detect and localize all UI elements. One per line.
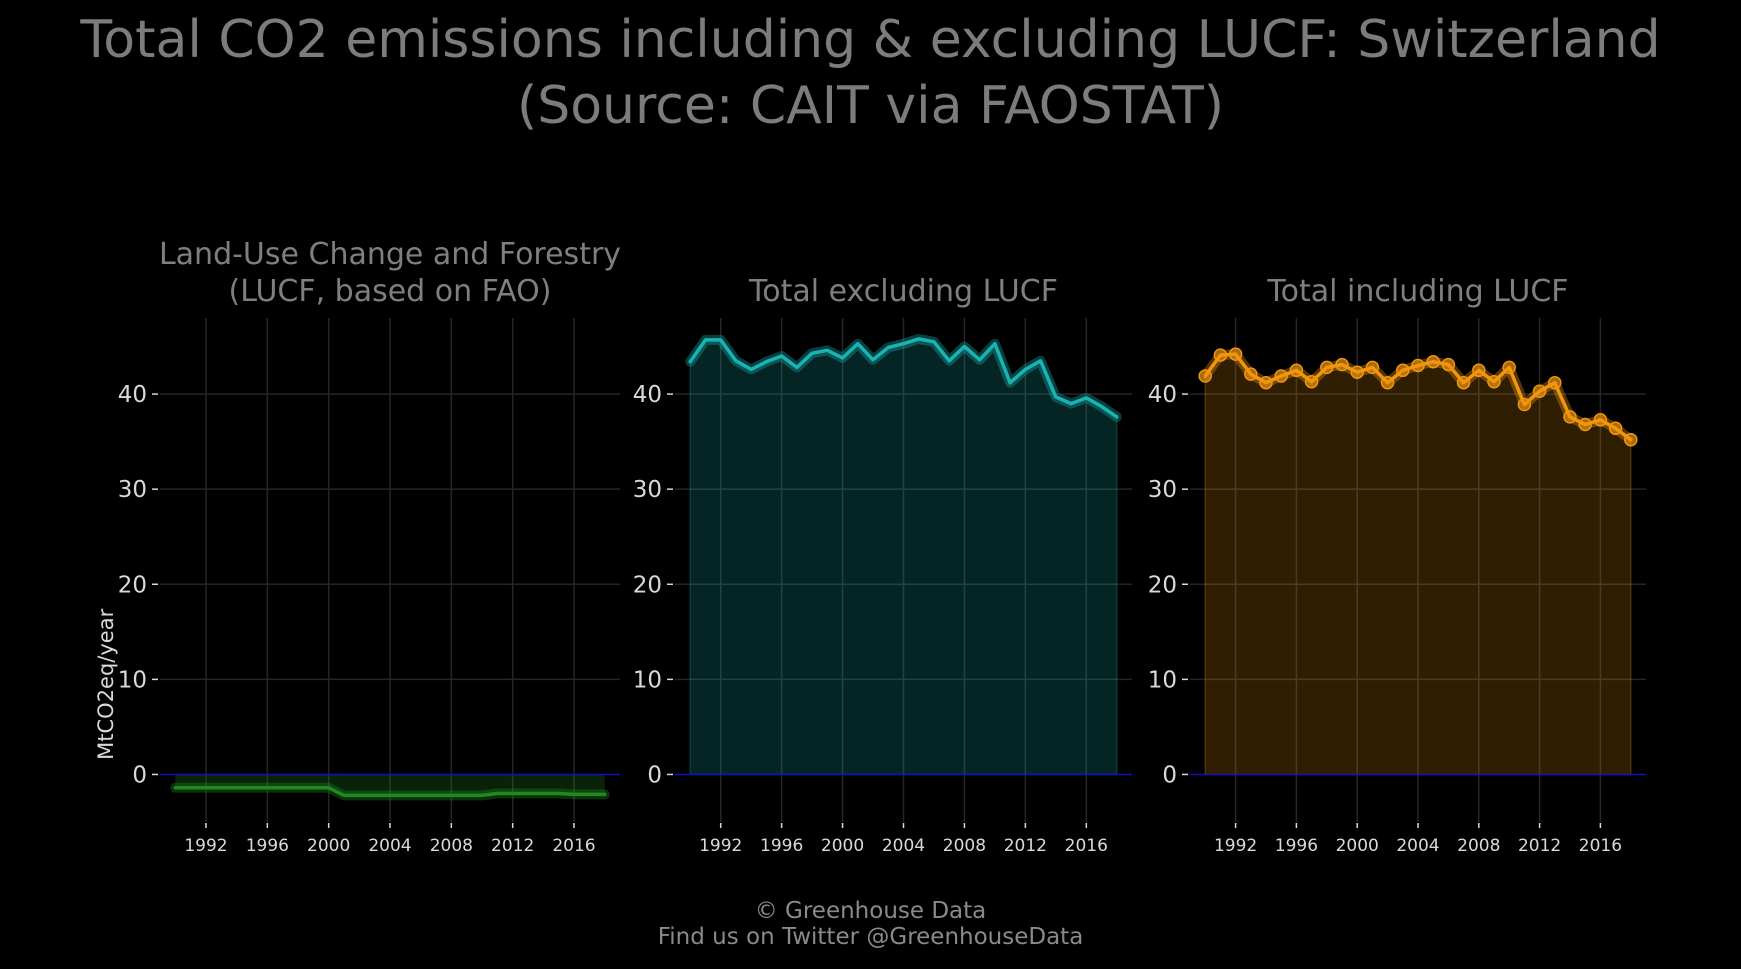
y-tick-label-lucf-0: 0 <box>132 762 147 788</box>
data-point-incl-2006 <box>1441 357 1456 372</box>
x-tick-label-excl-1996: 1996 <box>760 836 803 856</box>
area-excl <box>689 338 1118 776</box>
x-tick-label-incl-2012: 2012 <box>1518 836 1561 856</box>
data-point-incl-1992 <box>1228 347 1243 361</box>
data-point-incl-2008 <box>1472 363 1486 378</box>
y-tick-label-lucf-10: 10 <box>118 667 147 693</box>
data-point-incl-2018 <box>1624 432 1638 447</box>
x-tick-label-incl-2016: 2016 <box>1579 836 1622 856</box>
panel-title-lucf-0: Land-Use Change and Forestry <box>159 237 621 272</box>
data-point-incl-2009 <box>1487 374 1501 389</box>
data-point-incl-2010 <box>1502 360 1516 375</box>
data-point-incl-1998 <box>1320 360 1334 375</box>
x-tick-label-excl-2016: 2016 <box>1065 836 1108 856</box>
x-tick-label-lucf-2012: 2012 <box>491 836 534 856</box>
y-tick-label-incl-40: 40 <box>1148 382 1177 408</box>
caption-twitter: Find us on Twitter @GreenhouseData <box>657 924 1084 950</box>
data-point-incl-2011 <box>1517 397 1532 412</box>
x-tick-label-excl-1992: 1992 <box>699 836 742 856</box>
data-point-incl-1990 <box>1198 369 1212 383</box>
y-tick-label-lucf-20: 20 <box>118 572 147 598</box>
y-axis-label-lucf: MtCO2eq/year <box>94 608 118 759</box>
x-tick-label-excl-2012: 2012 <box>1004 836 1047 856</box>
y-tick-label-incl-30: 30 <box>1148 477 1177 503</box>
x-tick-label-excl-2000: 2000 <box>821 836 864 856</box>
panel-excl: 0 10 20 30 40 1992 1996 2000 2004 2008 2012 2016 Tot… <box>633 274 1132 856</box>
data-point-incl-2003 <box>1396 363 1410 378</box>
y-tick-label-incl-20: 20 <box>1148 572 1177 598</box>
data-point-incl-1997 <box>1304 374 1319 389</box>
data-point-incl-2002 <box>1380 375 1395 390</box>
x-tick-label-incl-2008: 2008 <box>1457 836 1500 856</box>
x-tick-label-lucf-1996: 1996 <box>246 836 289 856</box>
data-point-incl-2012 <box>1532 384 1547 398</box>
data-point-incl-1994 <box>1259 375 1273 390</box>
data-point-incl-1993 <box>1244 367 1258 381</box>
y-tick-label-lucf-40: 40 <box>118 382 147 408</box>
area-lucf <box>175 774 605 796</box>
data-point-incl-2014 <box>1563 410 1577 424</box>
caption-copyright: © Greenhouse Data <box>754 898 987 924</box>
panel-title-excl-0: Total excluding LUCF <box>748 274 1058 309</box>
x-tick-label-incl-2004: 2004 <box>1396 836 1439 856</box>
chart-title-line2: (Source: CAIT via FAOSTAT) <box>516 76 1225 136</box>
data-point-incl-2004 <box>1411 358 1425 373</box>
x-tick-label-lucf-2008: 2008 <box>430 836 473 856</box>
y-tick-label-excl-30: 30 <box>633 477 662 503</box>
data-point-incl-1991 <box>1213 348 1228 362</box>
data-point-incl-1996 <box>1289 363 1304 378</box>
y-tick-label-excl-0: 0 <box>647 762 662 788</box>
data-point-incl-2015 <box>1578 417 1592 432</box>
data-point-incl-1995 <box>1274 369 1288 383</box>
y-tick-label-excl-20: 20 <box>633 572 662 598</box>
x-tick-label-excl-2004: 2004 <box>882 836 925 856</box>
panel-title-incl-0: Total including LUCF <box>1266 274 1568 309</box>
x-tick-label-excl-2008: 2008 <box>943 836 986 856</box>
x-tick-label-lucf-2016: 2016 <box>552 836 595 856</box>
chart-title-line1: Total CO2 emissions including & excludin… <box>80 10 1661 70</box>
y-tick-label-lucf-30: 30 <box>118 477 147 503</box>
x-tick-label-incl-1992: 1992 <box>1214 836 1257 856</box>
y-tick-label-incl-0: 0 <box>1162 762 1177 788</box>
data-point-incl-2000 <box>1350 365 1364 379</box>
x-tick-label-lucf-2000: 2000 <box>307 836 350 856</box>
data-point-incl-2016 <box>1593 413 1608 427</box>
x-tick-label-incl-1996: 1996 <box>1275 836 1318 856</box>
panel-incl: 0 10 20 30 40 1992 1996 2000 2004 2008 2012 2016 Tot… <box>1148 274 1646 856</box>
panel-lucf: 0 10 20 30 40 1992 1996 2000 2004 2008 2012 2016 Lan… <box>94 237 621 856</box>
y-tick-label-excl-10: 10 <box>633 667 662 693</box>
data-point-incl-2001 <box>1365 360 1380 375</box>
data-point-incl-2007 <box>1456 375 1471 390</box>
data-point-incl-2013 <box>1548 375 1562 390</box>
series-line-excl <box>688 337 1119 419</box>
panel-title-lucf-1: (LUCF, based on FAO) <box>229 274 552 309</box>
data-point-incl-1999 <box>1335 357 1349 372</box>
x-tick-label-incl-2000: 2000 <box>1336 836 1379 856</box>
data-point-incl-2017 <box>1608 421 1623 436</box>
x-tick-label-lucf-2004: 2004 <box>368 836 411 856</box>
x-tick-label-lucf-1992: 1992 <box>184 836 227 856</box>
data-point-incl-2005 <box>1426 354 1440 369</box>
y-tick-label-incl-10: 10 <box>1148 667 1177 693</box>
series-line-lucf <box>173 786 607 798</box>
y-tick-label-excl-40: 40 <box>633 382 662 408</box>
